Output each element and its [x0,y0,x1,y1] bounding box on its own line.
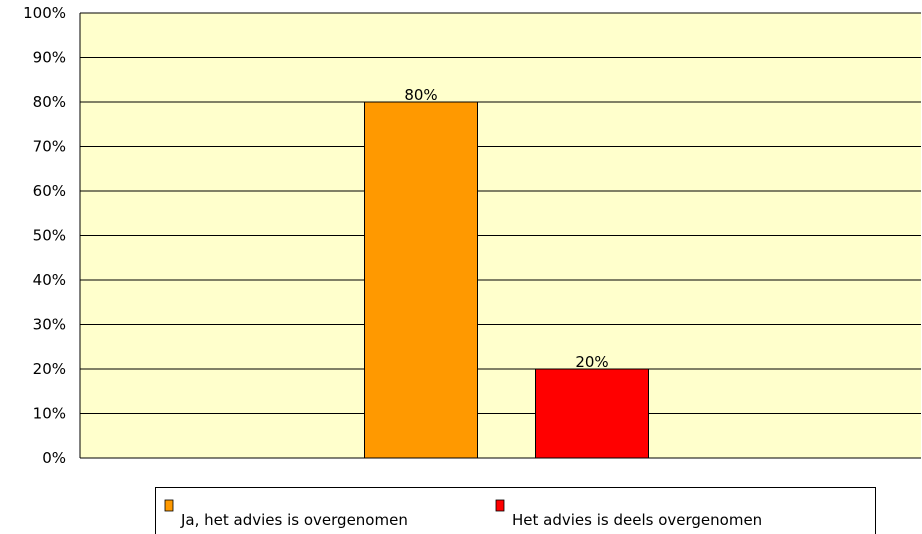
bar [364,101,478,459]
y-tick-label: 30% [33,316,66,334]
data-label: 80% [404,86,437,104]
data-label: 20% [575,353,608,371]
legend-label: Ja, het advies is overgenomen [180,511,408,529]
y-tick-label: 60% [33,182,66,200]
y-tick-label: 10% [33,405,66,423]
legend-swatch [164,499,174,512]
legend-swatch [495,499,505,512]
y-tick-label: 70% [33,138,66,156]
y-tick-label: 20% [33,360,66,378]
bar [535,368,649,459]
y-tick-label: 40% [33,271,66,289]
legend-label: Het advies is deels overgenomen [512,511,762,529]
legend-box [155,487,876,534]
y-tick-label: 0% [42,449,66,467]
y-tick-label: 100% [23,4,66,22]
y-tick-label: 90% [33,49,66,67]
y-tick-label: 80% [33,93,66,111]
y-tick-label: 50% [33,227,66,245]
